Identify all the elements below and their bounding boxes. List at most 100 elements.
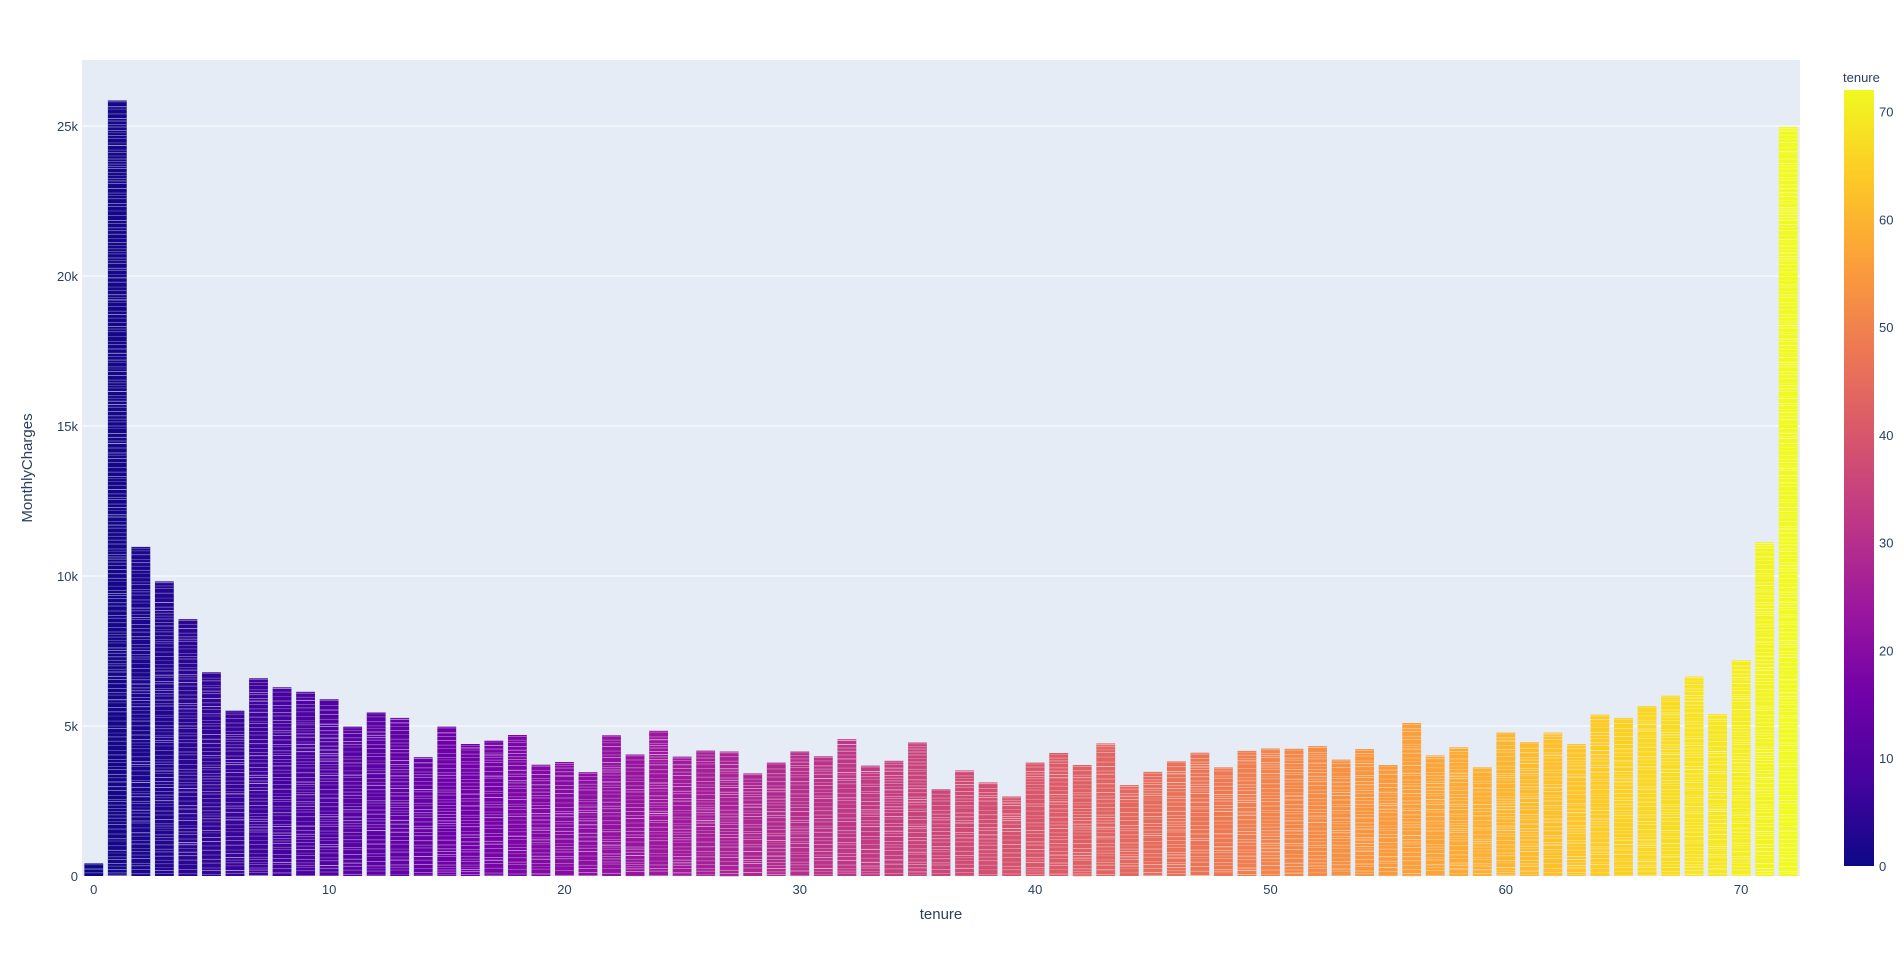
bar[interactable] — [154, 581, 174, 876]
colorbar: tenure 0 10 20 30 40 50 60 70 — [1843, 70, 1893, 874]
bar[interactable] — [1778, 126, 1798, 876]
bar[interactable] — [602, 735, 621, 876]
bar[interactable] — [390, 717, 410, 876]
x-axis-ticks: 0 10 20 30 40 50 60 70 — [90, 882, 1748, 897]
bar[interactable] — [1261, 748, 1280, 877]
bar[interactable] — [249, 678, 268, 876]
colorbar-tick-label: 20 — [1879, 643, 1893, 658]
bar[interactable] — [202, 672, 221, 876]
colorbar-ticks: 0 10 20 30 40 50 60 70 — [1879, 105, 1893, 874]
bar[interactable] — [131, 546, 151, 876]
bar[interactable] — [1425, 755, 1445, 876]
bar[interactable] — [813, 756, 833, 876]
bar[interactable] — [1025, 762, 1045, 876]
bar[interactable] — [343, 726, 363, 876]
y-axis-ticks: 0 5k 10k 15k 20k 25k — [57, 119, 78, 884]
bar[interactable] — [225, 710, 245, 876]
bar[interactable] — [1519, 742, 1539, 876]
bar[interactable] — [837, 739, 857, 876]
bar[interactable] — [578, 772, 598, 876]
y-tick-label: 10k — [57, 569, 78, 584]
bar[interactable] — [1402, 723, 1422, 877]
bar[interactable] — [319, 699, 339, 876]
x-axis-title: tenure — [920, 906, 963, 923]
bar[interactable] — [1284, 748, 1304, 876]
bar[interactable] — [1755, 542, 1775, 876]
bar[interactable] — [860, 765, 880, 876]
bar[interactable] — [1049, 753, 1069, 876]
bar[interactable] — [1096, 743, 1116, 876]
bar[interactable] — [1684, 676, 1704, 877]
bar[interactable] — [1590, 714, 1610, 876]
bar[interactable] — [1308, 746, 1327, 876]
bar[interactable] — [1237, 750, 1257, 876]
bar[interactable] — [1143, 771, 1163, 876]
bar[interactable] — [908, 742, 927, 877]
x-tick-label: 30 — [793, 882, 807, 897]
bar[interactable] — [555, 762, 574, 876]
bar[interactable] — [1708, 714, 1728, 876]
bar[interactable] — [1637, 706, 1657, 876]
y-tick-label: 20k — [57, 269, 78, 284]
bar[interactable] — [1213, 767, 1233, 876]
x-tick-label: 40 — [1028, 882, 1042, 897]
bar[interactable] — [1661, 695, 1680, 876]
colorbar-gradient — [1844, 90, 1874, 866]
bar[interactable] — [107, 100, 127, 877]
bar[interactable] — [296, 691, 315, 876]
bar[interactable] — [696, 750, 716, 876]
bar[interactable] — [84, 863, 104, 876]
colorbar-tick-label: 40 — [1879, 428, 1893, 443]
x-tick-label: 0 — [90, 882, 97, 897]
bar[interactable] — [719, 751, 739, 877]
bar[interactable] — [531, 764, 551, 876]
bar[interactable] — [1496, 732, 1516, 876]
bar[interactable] — [1543, 732, 1563, 877]
gridlines — [82, 125, 1800, 727]
bar[interactable] — [1731, 660, 1751, 876]
bar[interactable] — [931, 789, 951, 876]
bar[interactable] — [978, 782, 998, 876]
bar[interactable] — [1331, 759, 1351, 876]
bar[interactable] — [1002, 796, 1022, 877]
colorbar-tick-label: 70 — [1879, 105, 1893, 120]
bar[interactable] — [1166, 761, 1186, 876]
colorbar-title: tenure — [1843, 70, 1880, 85]
bar[interactable] — [955, 770, 974, 877]
bar[interactable] — [672, 756, 692, 877]
bar[interactable] — [437, 726, 457, 876]
bar[interactable] — [625, 754, 645, 877]
bar[interactable] — [790, 751, 810, 877]
bar[interactable] — [460, 744, 480, 876]
bar[interactable] — [413, 757, 433, 876]
bar[interactable] — [1072, 765, 1092, 877]
bar[interactable] — [766, 762, 786, 876]
bar[interactable] — [178, 619, 198, 876]
plot-background — [82, 60, 1800, 876]
bar[interactable] — [743, 773, 763, 876]
x-tick-label: 50 — [1263, 882, 1277, 897]
bar[interactable] — [1449, 747, 1469, 876]
x-tick-label: 10 — [322, 882, 336, 897]
bar[interactable] — [484, 740, 504, 876]
bar[interactable] — [1119, 785, 1139, 876]
bars[interactable] — [84, 100, 1798, 877]
y-axis-title: MonthlyCharges — [19, 413, 36, 522]
bar[interactable] — [1614, 717, 1633, 877]
bar[interactable] — [1355, 749, 1375, 876]
bar[interactable] — [366, 712, 386, 877]
bar[interactable] — [507, 735, 527, 876]
bar[interactable] — [884, 760, 904, 876]
bar[interactable] — [649, 730, 669, 877]
bar[interactable] — [1378, 765, 1398, 877]
bar[interactable] — [272, 687, 292, 876]
bar[interactable] — [1567, 744, 1586, 876]
y-tick-label: 0 — [71, 869, 78, 884]
colorbar-tick-label: 30 — [1879, 536, 1893, 551]
bar[interactable] — [1190, 752, 1210, 876]
colorbar-tick-label: 10 — [1879, 751, 1893, 766]
x-tick-label: 20 — [557, 882, 571, 897]
y-tick-label: 5k — [64, 719, 78, 734]
bar[interactable] — [1472, 767, 1492, 876]
